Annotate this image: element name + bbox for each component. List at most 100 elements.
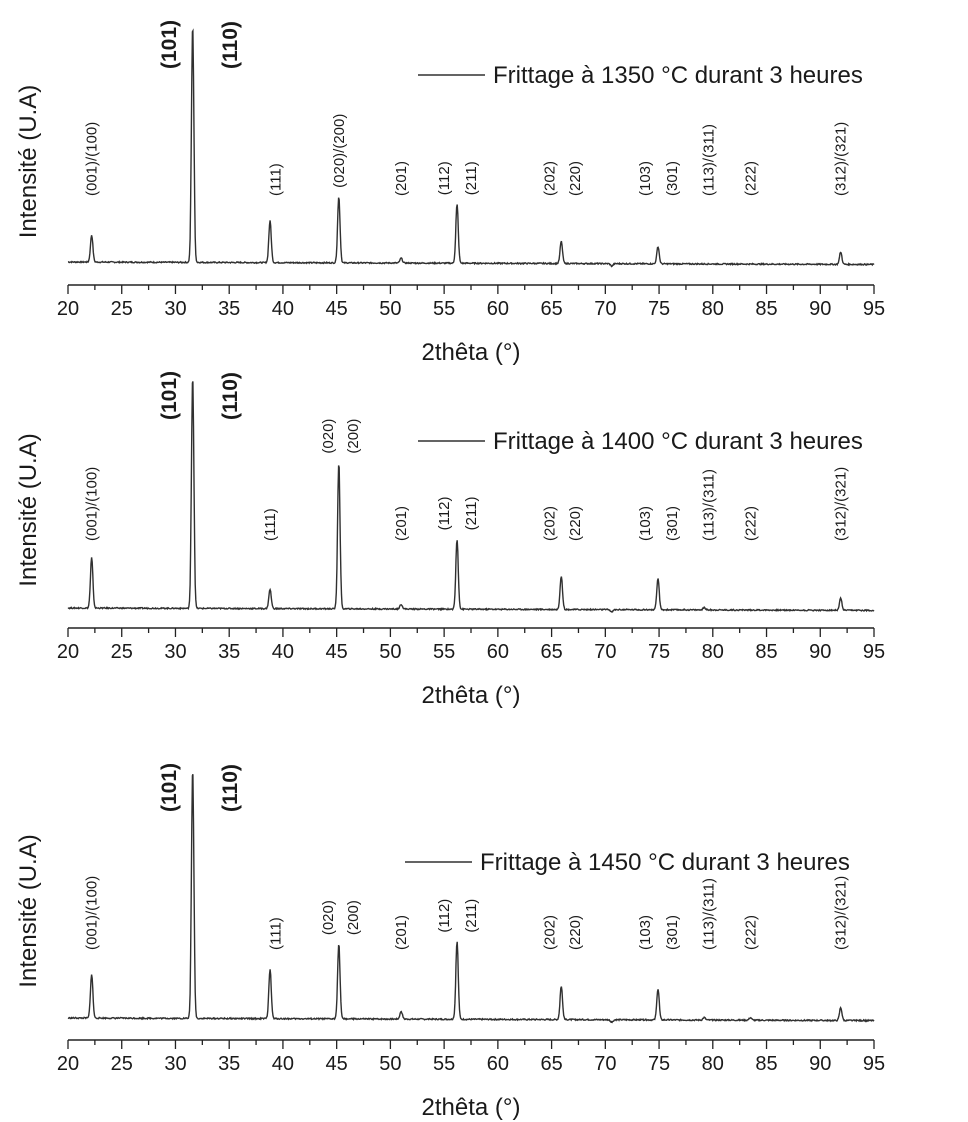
x-tick-label: 55 xyxy=(433,641,455,663)
legend-label: Frittage à 1400 °C durant 3 heures xyxy=(493,428,863,455)
x-tick-label: 95 xyxy=(863,641,885,663)
x-tick-label: 90 xyxy=(809,298,831,320)
x-tick-label: 80 xyxy=(702,1053,724,1075)
x-tick-label: 70 xyxy=(594,298,616,320)
x-tick-label: 60 xyxy=(487,298,509,320)
x-tick-label: 30 xyxy=(164,1053,186,1075)
panel-2: 20 25 30 35 40 45 50 55 60 65 70 75 80 85 90 95 2thêta (… xyxy=(15,371,885,709)
x-tick-label: 40 xyxy=(272,298,294,320)
peak-label: (211) xyxy=(463,496,480,530)
x-tick-label: 45 xyxy=(326,1053,348,1075)
x-tick-label: 70 xyxy=(594,1053,616,1075)
x-tick-label: 35 xyxy=(218,641,240,663)
x-tick-label: 85 xyxy=(755,298,777,320)
peak-label: (110) xyxy=(219,372,242,420)
x-tick-label: 95 xyxy=(863,1053,885,1075)
x-tick-label: 20 xyxy=(57,641,79,663)
x-tick-label: 80 xyxy=(702,641,724,663)
x-tick-label: 60 xyxy=(487,1053,509,1075)
xrd-pattern-line xyxy=(67,28,875,268)
peak-label: (103) xyxy=(637,161,654,196)
peak-label: (101) xyxy=(158,20,181,69)
panel-1: 20 25 30 35 40 45 50 55 60 65 70 75 80 85 90 95 2thêta (… xyxy=(15,20,885,366)
peak-label: (220) xyxy=(567,161,584,196)
x-tick-label: 20 xyxy=(57,1053,79,1075)
peak-label: (202) xyxy=(541,506,558,541)
x-tick-label: 30 xyxy=(164,298,186,320)
x-tick-label: 90 xyxy=(809,1053,831,1075)
x-tick-label: 90 xyxy=(809,641,831,663)
x-tick-label: 75 xyxy=(648,641,670,663)
peak-label: (301) xyxy=(664,506,681,541)
peak-label: (103) xyxy=(637,915,654,950)
x-axis-label: 2thêta (°) xyxy=(422,339,521,366)
x-tick-label: 95 xyxy=(863,298,885,320)
peak-label: (202) xyxy=(541,161,558,196)
x-tick-label: 40 xyxy=(272,641,294,663)
peak-label: (112) xyxy=(436,496,453,530)
x-tick-label: 50 xyxy=(379,298,401,320)
x-tick-label: 65 xyxy=(540,298,562,320)
x-tick-label: 25 xyxy=(111,641,133,663)
peak-label: (222) xyxy=(742,161,759,196)
peak-label: (220) xyxy=(567,915,584,950)
y-axis-label: Intensité (U.A) xyxy=(15,85,42,238)
x-tick-label: 50 xyxy=(379,1053,401,1075)
x-tick-label: 55 xyxy=(433,298,455,320)
x-tick-label: 35 xyxy=(218,1053,240,1075)
peak-label: (201) xyxy=(393,506,410,541)
x-axis-label: 2thêta (°) xyxy=(422,1094,521,1121)
x-tick-label: 50 xyxy=(379,641,401,663)
legend-label: Frittage à 1450 °C durant 3 heures xyxy=(480,849,850,876)
peak-label: (101) xyxy=(158,763,181,812)
x-tick-label: 75 xyxy=(648,298,670,320)
peak-label: (103) xyxy=(637,506,654,541)
x-tick-label: 55 xyxy=(433,1053,455,1075)
peak-label: (312)/(321) xyxy=(833,122,850,196)
peak-label: (113)/(311) xyxy=(701,878,718,950)
x-tick-label: 80 xyxy=(702,298,724,320)
peak-label: (020)/(200) xyxy=(331,114,348,188)
peak-label: (110) xyxy=(219,21,242,69)
peak-label: (211) xyxy=(463,899,480,933)
peak-label: (301) xyxy=(664,161,681,196)
x-tick-label: 85 xyxy=(755,641,777,663)
peak-label: (111) xyxy=(267,917,284,950)
x-tick-label: 40 xyxy=(272,1053,294,1075)
peak-label: (111) xyxy=(262,508,279,541)
peak-label: (200) xyxy=(345,900,362,935)
x-tick-label: 30 xyxy=(164,641,186,663)
peak-label: (112) xyxy=(436,161,453,195)
panel-3: 20 25 30 35 40 45 50 55 60 65 70 75 80 85 90 95 2thêta (… xyxy=(15,763,885,1121)
peak-label: (202) xyxy=(541,915,558,950)
x-tick-label: 60 xyxy=(487,641,509,663)
x-tick-label: 70 xyxy=(594,641,616,663)
peak-label: (222) xyxy=(742,506,759,541)
peak-label: (110) xyxy=(219,764,242,812)
peak-label: (001)/(100) xyxy=(84,876,101,950)
x-tick-label: 20 xyxy=(57,298,79,320)
peak-label: (001)/(100) xyxy=(84,467,101,541)
peak-label: (020) xyxy=(320,419,337,454)
peak-label: (020) xyxy=(320,900,337,935)
xrd-pattern-line xyxy=(67,773,875,1024)
x-tick-label: 45 xyxy=(326,641,348,663)
peak-label: (200) xyxy=(345,419,362,454)
y-axis-label: Intensité (U.A) xyxy=(15,433,42,586)
legend-label: Frittage à 1350 °C durant 3 heures xyxy=(493,62,863,89)
x-tick-label: 65 xyxy=(540,641,562,663)
x-tick-label: 35 xyxy=(218,298,240,320)
x-axis-label: 2thêta (°) xyxy=(422,682,521,709)
peak-label: (113)/(311) xyxy=(701,124,718,196)
peak-label: (201) xyxy=(393,915,410,950)
xrd-pattern-line xyxy=(67,381,875,613)
peak-label: (111) xyxy=(267,163,284,196)
x-tick-label: 45 xyxy=(326,298,348,320)
peak-label: (312)/(321) xyxy=(833,876,850,950)
x-tick-label: 25 xyxy=(111,298,133,320)
x-tick-label: 75 xyxy=(648,1053,670,1075)
x-tick-label: 85 xyxy=(755,1053,777,1075)
peak-label: (222) xyxy=(742,915,759,950)
x-tick-label: 65 xyxy=(540,1053,562,1075)
x-tick-label: 25 xyxy=(111,1053,133,1075)
